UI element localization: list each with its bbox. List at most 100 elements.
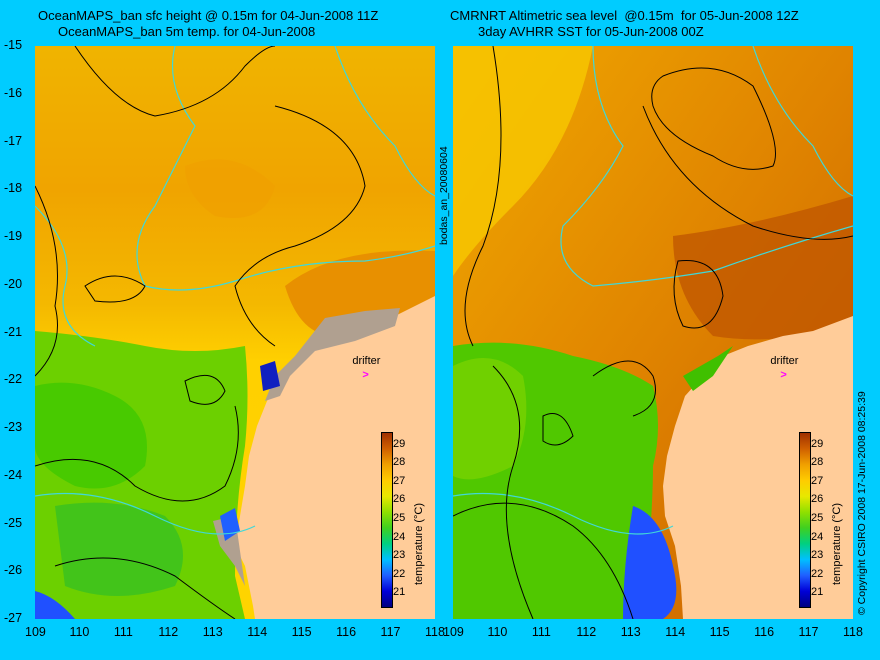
right-title-line1: CMRNRT Altimetric sea level @0.15m for 0… <box>450 8 799 23</box>
contour-line <box>35 405 239 502</box>
left-title-line1: OceanMAPS_ban sfc height @ 0.15m for 04-… <box>38 8 379 23</box>
lon-tick-label: 115 <box>291 625 312 639</box>
lon-tick-label: 116 <box>336 625 357 639</box>
colorbar-tick-label: 28 <box>811 456 824 469</box>
colorbar-tick-label: 29 <box>811 437 824 450</box>
sst-cool-patch <box>35 382 147 489</box>
isobath-line <box>35 205 96 347</box>
colorbar-tick-label: 23 <box>811 549 824 562</box>
contour-line <box>642 105 853 240</box>
lon-tick-label: 109 <box>25 625 46 639</box>
lon-tick-label: 111 <box>531 625 551 639</box>
colorbar-left-title: temperature (°C) <box>413 502 425 585</box>
lon-tick-label: 112 <box>158 625 179 639</box>
lat-tick-label: -27 <box>4 611 23 625</box>
lat-tick-label: -19 <box>4 229 23 243</box>
sst-cool-patch <box>55 502 183 596</box>
drifter-label: drifter <box>770 355 799 368</box>
colorbar-tick-label: 24 <box>811 530 824 543</box>
contour-line <box>35 185 58 377</box>
contour-line <box>464 46 502 347</box>
sst-warm-patch <box>453 46 593 276</box>
colorbar-tick-label: 27 <box>811 474 824 487</box>
sst-cool-patch <box>683 346 733 391</box>
colorbar-tick-label: 25 <box>393 512 406 524</box>
contour-line <box>542 413 574 446</box>
lat-tick-label: -18 <box>4 181 23 196</box>
lon-tick-label: 109 <box>443 625 464 639</box>
colorbar-tick-label: 25 <box>811 512 824 524</box>
lon-tick-label: 113 <box>202 625 223 639</box>
contour-line <box>74 46 276 117</box>
contour-line <box>453 502 634 619</box>
left-map-panel <box>35 46 435 619</box>
contour-line <box>651 67 776 170</box>
contour-line <box>492 365 534 619</box>
lat-tick-label: -20 <box>4 276 23 291</box>
colorbar-tick-label: 22 <box>393 567 406 580</box>
colorbar-tick-label: 26 <box>393 493 406 506</box>
lon-tick-label: 110 <box>69 625 90 639</box>
lon-tick-label: 115 <box>709 625 730 639</box>
colorbar-tick-label: 21 <box>811 586 824 599</box>
contour-line <box>54 557 236 619</box>
lon-tick-label: 116 <box>754 625 775 639</box>
colorbar-tick-label: 21 <box>393 586 406 599</box>
left-map-svg <box>35 46 435 619</box>
right-title-line2: 3day AVHRR SST for 05-Jun-2008 00Z <box>478 24 704 39</box>
lon-tick-label: 114 <box>247 625 268 639</box>
sst-warm-patch <box>185 159 275 218</box>
lon-tick-label: 114 <box>665 625 686 639</box>
contour-line <box>184 374 226 405</box>
lat-tick-label: -22 <box>4 372 23 387</box>
lon-tick-label: 111 <box>113 625 133 639</box>
contour-line <box>673 259 724 329</box>
lat-tick-label: -17 <box>4 133 23 148</box>
colorbar-tick-label: 22 <box>811 567 824 580</box>
colorbar-tick-label: 24 <box>393 530 406 543</box>
right-map-svg <box>453 46 853 619</box>
isobath-line <box>334 46 435 197</box>
lon-tick-label: 110 <box>487 625 508 639</box>
colorbar-tick-label: 27 <box>393 474 406 487</box>
colorbar-tick-label: 23 <box>393 549 406 562</box>
colorbar-tick-label: 29 <box>393 437 406 450</box>
contour-line <box>84 275 146 303</box>
lat-tick-label: -16 <box>4 85 23 100</box>
lat-tick-label: -21 <box>4 324 23 339</box>
colorbar-tick-label: 26 <box>811 493 824 506</box>
lat-tick-label: -26 <box>4 563 23 578</box>
colorbar-tick-label: 28 <box>393 456 406 469</box>
lon-tick-label: 117 <box>380 625 401 639</box>
isobath-line <box>453 492 674 535</box>
lon-tick-label: 112 <box>576 625 597 639</box>
contour-line <box>592 360 656 417</box>
sst-cold-patch <box>35 591 75 619</box>
copyright-label: © Copyright CSIRO 2008 17-Jun-2008 08:25… <box>856 391 868 615</box>
sst-warm-patch <box>673 196 853 340</box>
isobath-line <box>752 46 853 197</box>
sst-cold-patch <box>260 361 280 391</box>
lat-tick-label: -15 <box>4 38 23 52</box>
colorbar-right <box>799 432 811 608</box>
lat-tick-label: -25 <box>4 515 23 530</box>
run-label: bodas_an_20080604 <box>438 146 450 245</box>
lon-tick-label: 118 <box>425 625 445 639</box>
colorbar-right-title: temperature (°C) <box>831 502 843 585</box>
lat-tick-label: -24 <box>4 467 23 482</box>
sst-cool-patch <box>453 358 527 480</box>
drifter-marker-icon: > <box>362 369 369 382</box>
contour-line <box>234 105 366 347</box>
colorbar-left <box>381 432 393 608</box>
drifter-label: drifter <box>352 355 381 368</box>
right-map-panel <box>453 46 853 619</box>
shelf-area <box>265 308 400 401</box>
lat-tick-label: -23 <box>4 420 23 434</box>
drifter-marker-icon: > <box>780 369 787 382</box>
lon-tick-label: 113 <box>620 625 641 639</box>
isobath-line <box>35 492 256 535</box>
lon-tick-label: 118 <box>843 625 863 639</box>
left-title-line2: OceanMAPS_ban 5m temp. for 04-Jun-2008 <box>58 24 316 39</box>
lon-tick-label: 117 <box>798 625 819 639</box>
isobath-line <box>560 46 853 287</box>
